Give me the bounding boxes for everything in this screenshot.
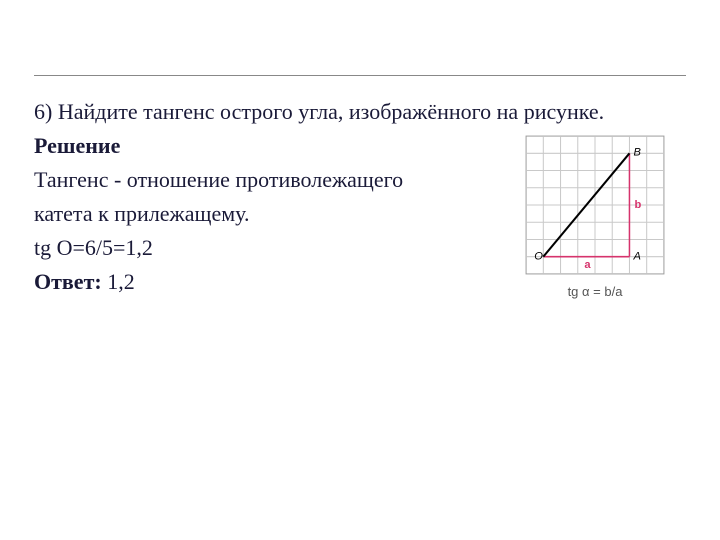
svg-text:b: b bbox=[635, 199, 642, 211]
diagram-caption: tg α = b/a bbox=[515, 284, 675, 299]
answer-value: 1,2 bbox=[107, 269, 135, 294]
svg-text:B: B bbox=[634, 146, 642, 158]
diagram-container: O A Ba b tg α = b/a bbox=[515, 130, 675, 299]
problem-statement: 6) Найдите тангенс острого угла, изображ… bbox=[34, 95, 686, 129]
svg-text:A: A bbox=[633, 251, 641, 263]
grid-diagram: O A Ba b bbox=[520, 130, 670, 280]
svg-text:a: a bbox=[584, 259, 591, 271]
horizontal-rule bbox=[34, 75, 686, 76]
svg-text:O: O bbox=[534, 251, 543, 263]
answer-label: Ответ: bbox=[34, 269, 107, 294]
